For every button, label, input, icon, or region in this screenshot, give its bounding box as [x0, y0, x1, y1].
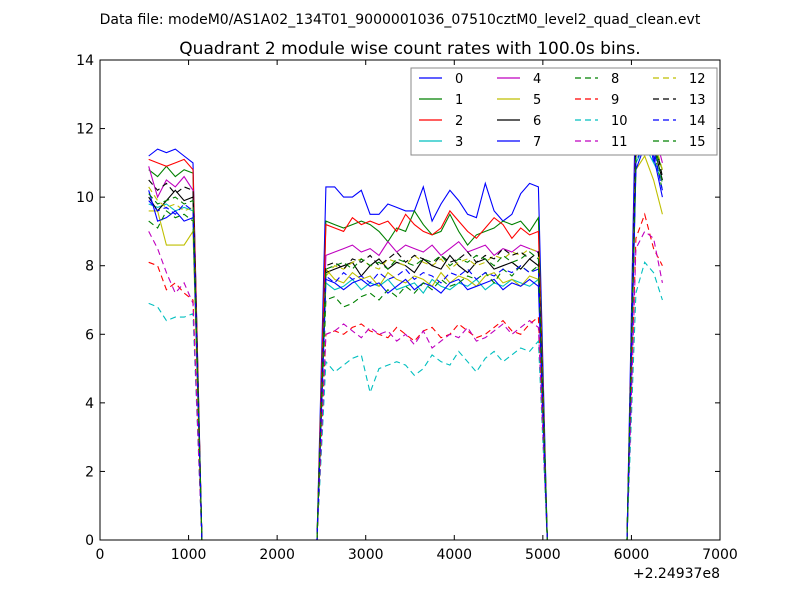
figure-suptitle: Data file: modeM0/AS1A02_134T01_90000010… [100, 12, 701, 28]
x-tick-label: 1000 [171, 547, 207, 563]
legend-label-6: 6 [533, 114, 541, 129]
y-tick-label: 12 [76, 122, 94, 138]
legend-label-9: 9 [611, 93, 619, 108]
x-tick-label: 5000 [525, 547, 561, 563]
legend-label-15: 15 [689, 135, 706, 150]
legend-label-5: 5 [533, 93, 541, 108]
legend-label-11: 11 [611, 135, 628, 150]
y-tick-label: 8 [85, 259, 94, 275]
y-tick-label: 6 [85, 327, 94, 343]
x-offset-label: +2.24937e8 [633, 566, 720, 582]
y-tick-label: 14 [76, 53, 94, 69]
x-tick-label: 4000 [436, 547, 472, 563]
legend-label-7: 7 [533, 135, 541, 150]
y-tick-label: 2 [85, 464, 94, 480]
y-tick-label: 0 [85, 533, 94, 549]
plot-frame [99, 59, 721, 541]
legend-label-1: 1 [455, 93, 463, 108]
legend-label-3: 3 [455, 135, 463, 150]
legend-label-0: 0 [455, 72, 463, 87]
x-tick-label: 6000 [614, 547, 650, 563]
legend-label-2: 2 [455, 114, 463, 129]
legend-label-4: 4 [533, 72, 541, 87]
x-tick-label: 0 [96, 547, 105, 563]
y-tick-label: 10 [76, 190, 94, 206]
x-tick-label: 3000 [348, 547, 384, 563]
x-tick-label: 2000 [259, 547, 295, 563]
legend-label-12: 12 [689, 72, 706, 87]
legend-label-14: 14 [689, 114, 706, 129]
x-tick-label: 7000 [702, 547, 738, 563]
legend-label-10: 10 [611, 114, 628, 129]
chart-title: Quadrant 2 module wise count rates with … [179, 39, 640, 59]
y-tick-label: 4 [85, 396, 94, 412]
legend-label-13: 13 [689, 93, 706, 108]
legend-label-8: 8 [611, 72, 619, 87]
